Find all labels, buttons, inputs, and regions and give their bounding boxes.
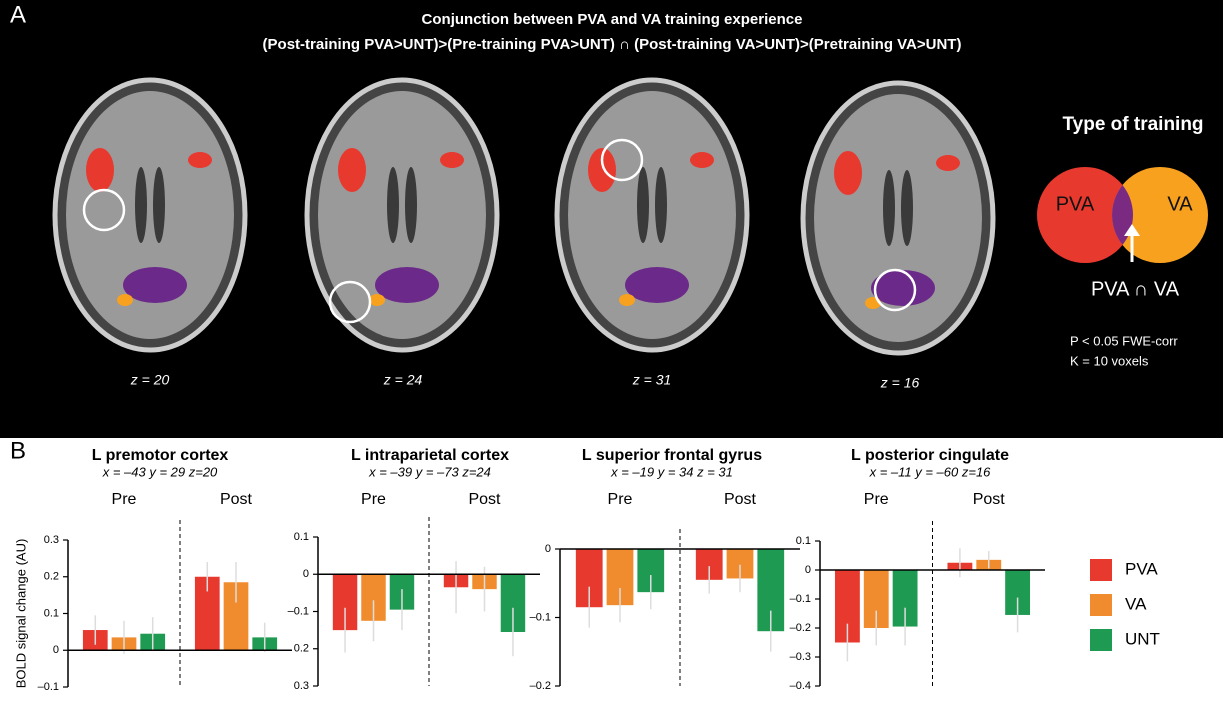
y-tick-label: 0.2 — [44, 571, 59, 583]
panel-letter: B — [10, 437, 26, 464]
y-tick-label: 0 — [53, 644, 59, 656]
chart-title: L posterior cingulate — [851, 447, 1009, 464]
y-tick-label: –0.1 — [530, 611, 551, 623]
panel-title: Conjunction between PVA and VA training … — [422, 11, 803, 28]
venn-label: PVA — [1056, 193, 1095, 215]
slice-label: z = 31 — [632, 372, 672, 388]
venn-title: Type of training — [1062, 114, 1203, 135]
ventricle — [387, 167, 399, 243]
venn-label: VA — [1167, 193, 1193, 215]
legend-swatch — [1090, 559, 1112, 581]
y-tick-label: 0.3 — [44, 534, 59, 546]
panel-letter: A — [10, 1, 26, 28]
y-tick-label: 0 — [303, 568, 309, 580]
venn-intersection-label: PVA ∩ VA — [1091, 278, 1180, 300]
y-tick-label: 0.1 — [44, 607, 59, 619]
y-tick-label: 0.3 — [294, 680, 309, 692]
ventricle — [901, 170, 913, 246]
group-label: Pre — [112, 491, 137, 508]
chart-title: L intraparietal cortex — [351, 447, 509, 464]
legend-label: VA — [1125, 594, 1147, 613]
ventricle — [405, 167, 417, 243]
ventricle — [135, 167, 147, 243]
y-tick-label: 0.2 — [294, 643, 309, 655]
chart-subtitle: x = –19 y = 34 z = 31 — [610, 464, 733, 479]
activation — [338, 148, 366, 192]
activation — [123, 267, 187, 303]
activation — [690, 152, 714, 168]
y-tick-label: –0.1 — [288, 605, 309, 617]
group-label: Post — [220, 491, 253, 508]
legend-label: UNT — [1125, 629, 1160, 648]
y-tick-label: 0.1 — [796, 535, 811, 547]
chart-subtitle: x = –43 y = 29 z=20 — [102, 464, 218, 479]
activation — [369, 294, 385, 306]
y-tick-label: 0 — [545, 543, 551, 555]
ventricle — [153, 167, 165, 243]
slice-label: z = 24 — [383, 372, 423, 388]
y-tick-label: –0.3 — [790, 651, 811, 663]
chart-subtitle: x = –39 y = –73 z=24 — [368, 464, 491, 479]
activation — [834, 151, 862, 195]
chart-title: L superior frontal gyrus — [582, 447, 762, 464]
group-label: Post — [973, 491, 1006, 508]
y-axis-label: BOLD signal change (AU) — [13, 539, 28, 689]
ventricle — [883, 170, 895, 246]
y-tick-label: –0.2 — [790, 622, 811, 634]
y-tick-label: –0.1 — [38, 681, 59, 693]
panel-title: (Post-training PVA>UNT)>(Pre-training PV… — [263, 36, 962, 53]
threshold: K = 10 voxels — [1070, 353, 1149, 368]
group-label: Pre — [864, 491, 889, 508]
y-tick-label: –0.2 — [530, 680, 551, 692]
threshold: P < 0.05 FWE-corr — [1070, 333, 1178, 348]
legend-label: PVA — [1125, 559, 1158, 578]
activation — [619, 294, 635, 306]
activation — [375, 267, 439, 303]
y-tick-label: 0.1 — [294, 531, 309, 543]
chart-title: L premotor cortex — [92, 447, 229, 464]
chart-subtitle: x = –11 y = –60 z=16 — [869, 464, 992, 479]
legend-swatch — [1090, 629, 1112, 651]
ventricle — [637, 167, 649, 243]
legend-swatch — [1090, 594, 1112, 616]
activation — [117, 294, 133, 306]
group-label: Pre — [361, 491, 386, 508]
activation — [936, 155, 960, 171]
y-tick-label: 0 — [805, 564, 811, 576]
y-tick-label: –0.4 — [790, 680, 811, 692]
activation — [188, 152, 212, 168]
activation — [86, 148, 114, 192]
group-label: Post — [468, 491, 501, 508]
ventricle — [655, 167, 667, 243]
group-label: Pre — [608, 491, 633, 508]
activation — [625, 267, 689, 303]
group-label: Post — [724, 491, 757, 508]
y-tick-label: –0.1 — [790, 593, 811, 605]
figure: A Conjunction between PVA and VA trainin… — [0, 0, 1223, 704]
slice-label: z = 20 — [130, 372, 170, 388]
slice-label: z = 16 — [880, 375, 920, 391]
activation — [440, 152, 464, 168]
